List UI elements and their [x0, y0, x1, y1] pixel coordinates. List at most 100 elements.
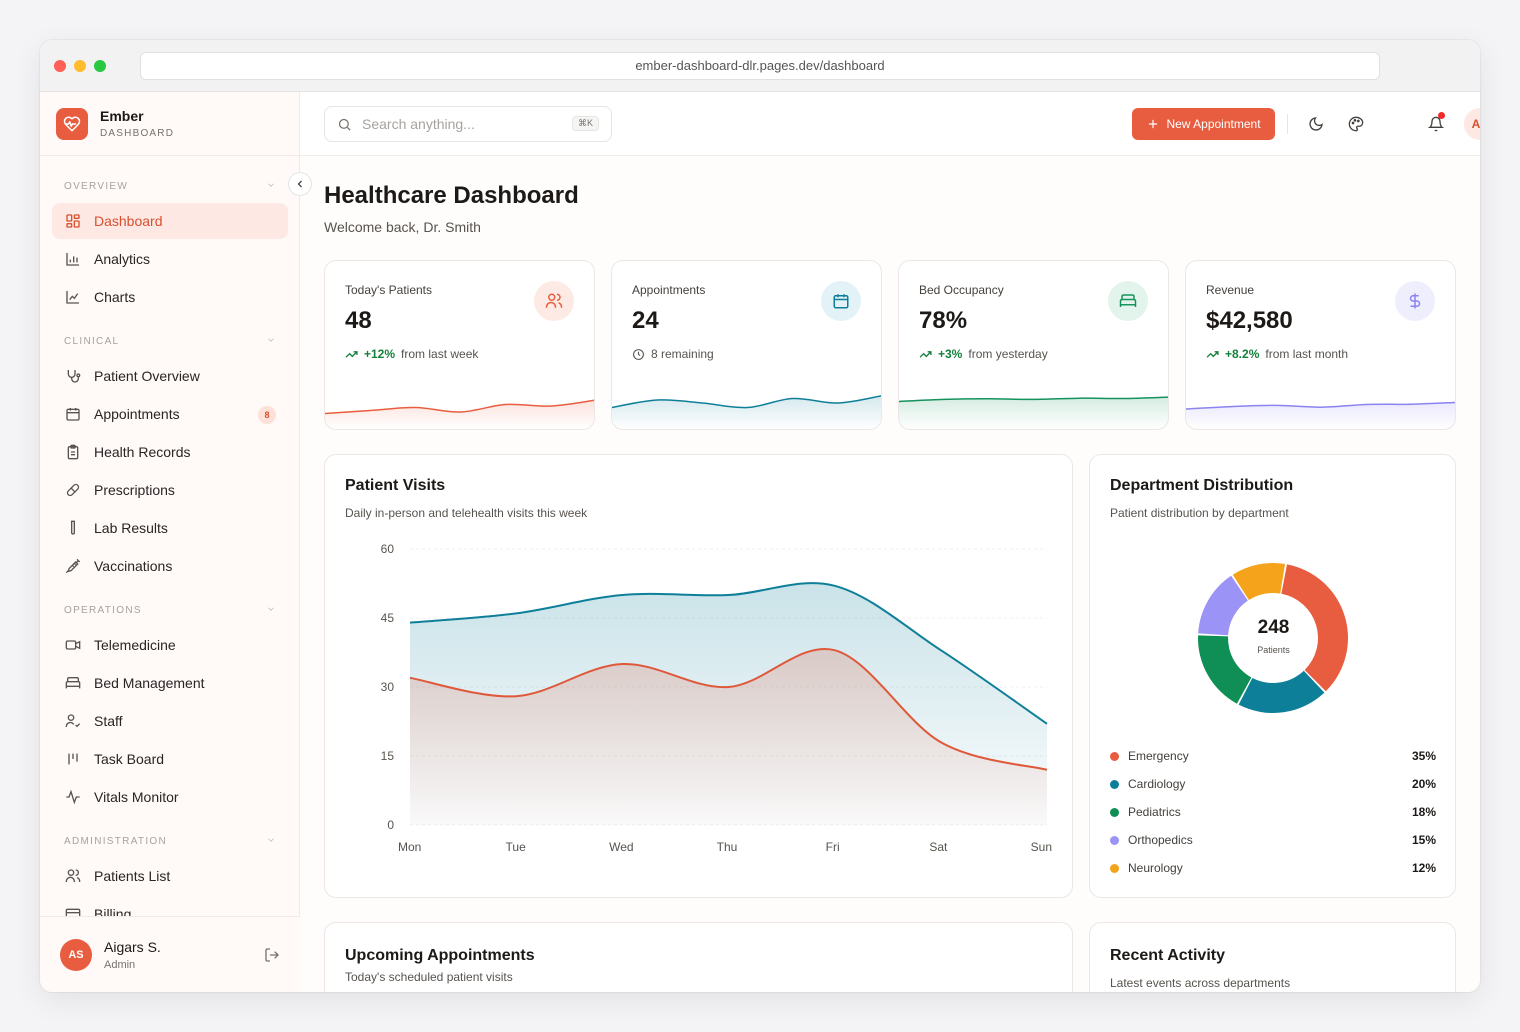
brand: Ember DASHBOARD	[40, 92, 300, 156]
sparkline-area	[612, 395, 881, 429]
card-subtitle: Today's scheduled patient visits	[345, 970, 513, 984]
stat-change: 8 remaining	[632, 347, 714, 361]
stat-card-revenue[interactable]: Revenue $42,580 +8.2% from last month	[1185, 260, 1456, 430]
address-bar[interactable]: ember-dashboard-dlr.pages.dev/dashboard	[140, 52, 1380, 80]
sparkline-appointments	[612, 395, 881, 429]
donut-slice-neurology	[1232, 563, 1286, 601]
section-overview-header[interactable]: OVERVIEW	[64, 181, 276, 192]
sparkline-bed-occupancy	[899, 396, 1168, 429]
chevron-down-icon	[268, 838, 274, 842]
sidebar-item-prescriptions[interactable]: Prescriptions	[52, 472, 288, 508]
stat-label: Today's Patients	[345, 283, 433, 297]
donut-slice-pediatrics	[1198, 635, 1252, 704]
legend-swatch	[1110, 780, 1119, 789]
section-operations-header[interactable]: OPERATIONS	[64, 605, 276, 616]
stat-card-appointments[interactable]: Appointments 24 8 remaining	[611, 260, 882, 430]
sidebar-item-bed-management[interactable]: Bed Management	[52, 665, 288, 701]
sidebar-item-billing[interactable]: Billing	[52, 896, 288, 916]
heart-pulse-icon[interactable]	[56, 108, 88, 140]
search-input[interactable]: Search anything... ⌘K	[324, 106, 612, 142]
sidebar-item-lab-results[interactable]: Lab Results	[52, 510, 288, 546]
sidebar-nav: OVERVIEW Dashboard Analytics Charts	[40, 156, 300, 916]
trending-up-icon	[919, 350, 932, 358]
new-appointment-button[interactable]: New Appointment	[1132, 108, 1275, 140]
credit-card-icon	[64, 905, 82, 916]
sidebar-item-charts[interactable]: Charts	[52, 279, 288, 315]
section-administration-header[interactable]: ADMINISTRATION	[64, 836, 276, 847]
legend-item-pediatrics: Pediatrics 18%	[1110, 804, 1436, 822]
test-tube-icon	[64, 519, 82, 537]
card-title: Department Distribution	[1110, 477, 1294, 494]
x-tick-label: Fri	[826, 840, 840, 854]
patient-visits-chart[interactable]: 0 15 30 45 60 Mon Tue Wed Thu Fri Sat Sun	[325, 455, 1073, 898]
sidebar-item-patient-overview[interactable]: Patient Overview	[52, 358, 288, 394]
y-tick-label: 45	[381, 611, 395, 625]
x-tick-label: Sat	[929, 840, 948, 854]
card-title: Upcoming Appointments	[345, 947, 535, 964]
x-tick-label: Sun	[1031, 840, 1052, 854]
sidebar-item-vaccinations[interactable]: Vaccinations	[52, 548, 288, 584]
video-icon	[64, 636, 82, 654]
sidebar-item-vitals-monitor[interactable]: Vitals Monitor	[52, 779, 288, 815]
user-profile[interactable]: AS Aigars S. Admin	[40, 916, 300, 992]
avatar[interactable]: AS	[60, 939, 92, 971]
stat-value: $42,580	[1206, 307, 1293, 334]
donut-slice-emergency	[1281, 564, 1348, 692]
bed-icon	[64, 674, 82, 692]
notification-dot	[1438, 112, 1445, 119]
recent-activity-card: Recent Activity Latest events across dep…	[1089, 922, 1456, 992]
stat-change: +8.2% from last month	[1206, 347, 1348, 361]
legend-item-emergency: Emergency 35%	[1110, 748, 1436, 766]
brand-name: Ember	[100, 108, 144, 124]
department-donut-chart[interactable]	[1090, 545, 1456, 745]
collapse-sidebar-button[interactable]	[288, 172, 312, 196]
sidebar-item-telemedicine[interactable]: Telemedicine	[52, 627, 288, 663]
section-clinical-header[interactable]: CLINICAL	[64, 336, 276, 347]
minimize-window-icon[interactable]	[74, 60, 86, 72]
legend-item-neurology: Neurology 12%	[1110, 860, 1436, 878]
moon-icon[interactable]	[1306, 114, 1326, 134]
legend-swatch	[1110, 808, 1119, 817]
sidebar-item-appointments[interactable]: Appointments 8	[52, 396, 288, 432]
sidebar-item-analytics[interactable]: Analytics	[52, 241, 288, 277]
chart-line-icon	[64, 288, 82, 306]
stat-card-bed-occupancy[interactable]: Bed Occupancy 78% +3% from yesterday	[898, 260, 1169, 430]
close-window-icon[interactable]	[54, 60, 66, 72]
appointments-count-badge: 8	[258, 406, 276, 424]
users-icon	[64, 867, 82, 885]
sidebar-item-staff[interactable]: Staff	[52, 703, 288, 739]
page-subtitle: Welcome back, Dr. Smith	[324, 219, 481, 235]
sidebar-item-task-board[interactable]: Task Board	[52, 741, 288, 777]
legend-value: 12%	[1411, 861, 1436, 875]
x-tick-label: Mon	[398, 840, 421, 854]
legend-label: Neurology	[1128, 861, 1183, 875]
calendar-icon	[64, 405, 82, 423]
header-avatar[interactable]: AS	[1464, 108, 1480, 140]
sparkline-area	[325, 400, 594, 429]
browser-titlebar: ember-dashboard-dlr.pages.dev/dashboard	[40, 40, 1480, 92]
kanban-icon	[64, 750, 82, 768]
legend-item-cardiology: Cardiology 20%	[1110, 776, 1436, 794]
sparkline-area	[1186, 402, 1455, 429]
chevron-down-icon	[268, 183, 274, 187]
logout-icon[interactable]	[264, 947, 280, 963]
chevron-down-icon	[268, 338, 274, 342]
sparkline-area	[899, 397, 1168, 429]
search-placeholder: Search anything...	[362, 116, 475, 132]
trending-up-icon	[345, 350, 358, 358]
x-tick-label: Wed	[609, 840, 633, 854]
legend-label: Orthopedics	[1128, 833, 1193, 847]
y-tick-label: 60	[381, 542, 395, 556]
palette-icon[interactable]	[1346, 114, 1366, 134]
sidebar-item-dashboard[interactable]: Dashboard	[52, 203, 288, 239]
sidebar-item-health-records[interactable]: Health Records	[52, 434, 288, 470]
legend-label: Cardiology	[1128, 777, 1186, 791]
sidebar-item-patients-list[interactable]: Patients List	[52, 858, 288, 894]
legend-label: Pediatrics	[1128, 805, 1181, 819]
bar-chart-icon	[64, 250, 82, 268]
series-line	[409, 582, 1048, 725]
maximize-window-icon[interactable]	[94, 60, 106, 72]
bell-icon[interactable]	[1426, 114, 1446, 134]
legend-value: 18%	[1411, 805, 1436, 819]
stat-card-patients[interactable]: Today's Patients 48 +12% from last week	[324, 260, 595, 430]
